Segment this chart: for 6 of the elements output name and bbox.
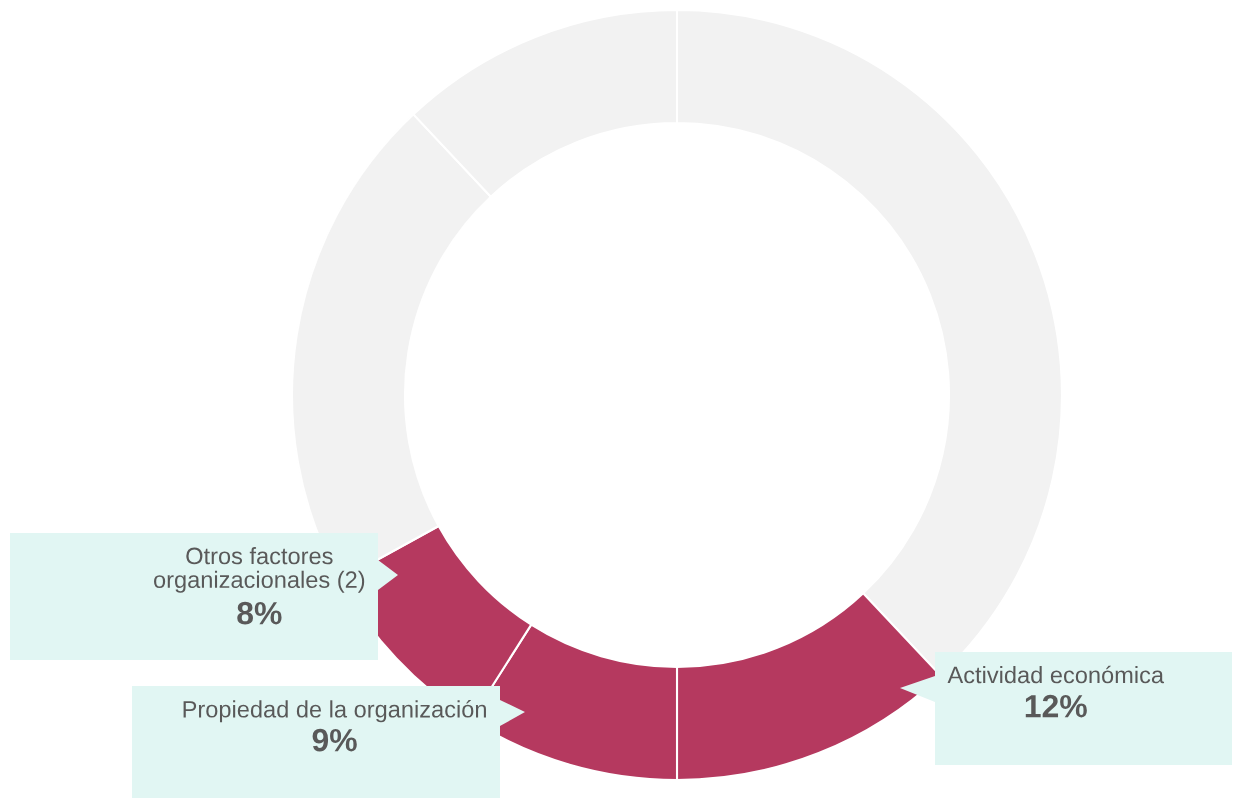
slice-label: Otros factores organizacionales (2) xyxy=(154,547,365,593)
data-label: 12% xyxy=(1025,694,1087,718)
data-label: 9% xyxy=(312,728,357,752)
slice-label: Actividad económica xyxy=(947,665,1165,684)
slice-label: Propiedad de la organización xyxy=(183,700,486,723)
data-label: 8% xyxy=(237,601,282,625)
